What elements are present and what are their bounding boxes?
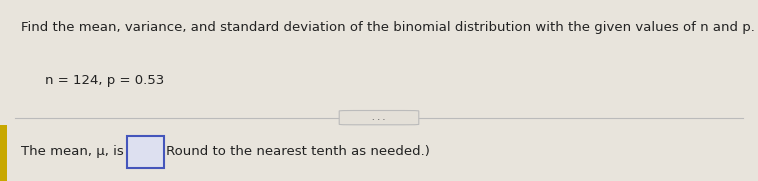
FancyBboxPatch shape bbox=[127, 136, 164, 168]
Text: (Round to the nearest tenth as needed.): (Round to the nearest tenth as needed.) bbox=[161, 145, 431, 158]
Text: . . .: . . . bbox=[372, 115, 386, 121]
Text: The mean, μ, is: The mean, μ, is bbox=[21, 145, 128, 158]
FancyBboxPatch shape bbox=[339, 110, 418, 125]
FancyBboxPatch shape bbox=[0, 125, 7, 181]
Text: Find the mean, variance, and standard deviation of the binomial distribution wit: Find the mean, variance, and standard de… bbox=[21, 21, 755, 34]
Text: n = 124, p = 0.53: n = 124, p = 0.53 bbox=[45, 74, 164, 87]
